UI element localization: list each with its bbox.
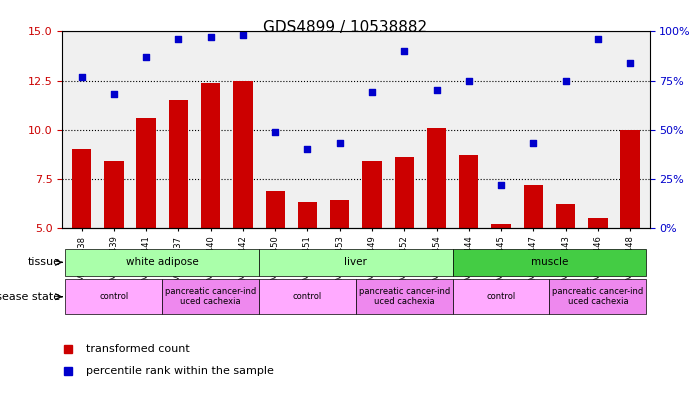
Bar — [201, 83, 220, 228]
Text: percentile rank within the sample: percentile rank within the sample — [86, 366, 274, 376]
Point — [76, 73, 87, 80]
Bar — [621, 130, 640, 228]
Point — [173, 36, 184, 42]
Point — [625, 60, 636, 66]
FancyBboxPatch shape — [356, 279, 453, 314]
Bar — [556, 204, 576, 228]
Text: control: control — [293, 292, 322, 301]
Text: pancreatic cancer-ind
uced cachexia: pancreatic cancer-ind uced cachexia — [359, 287, 450, 307]
Point — [205, 34, 216, 40]
Point — [431, 87, 442, 94]
Bar — [330, 200, 350, 228]
Point — [495, 182, 507, 188]
FancyBboxPatch shape — [162, 279, 259, 314]
Bar — [298, 202, 317, 228]
Text: disease state: disease state — [0, 292, 61, 302]
FancyBboxPatch shape — [66, 249, 259, 275]
Text: white adipose: white adipose — [126, 257, 198, 267]
Point — [238, 32, 249, 39]
FancyBboxPatch shape — [259, 249, 453, 275]
Point — [140, 54, 151, 60]
Point — [108, 91, 120, 97]
Bar — [395, 157, 414, 228]
FancyBboxPatch shape — [453, 249, 646, 275]
Text: liver: liver — [344, 257, 368, 267]
Point — [334, 140, 346, 147]
Point — [366, 89, 377, 95]
Point — [592, 36, 603, 42]
FancyBboxPatch shape — [549, 279, 646, 314]
Bar — [427, 128, 446, 228]
Bar — [104, 161, 124, 228]
Point — [399, 48, 410, 54]
Text: tissue: tissue — [28, 257, 61, 267]
Bar — [524, 185, 543, 228]
Point — [269, 129, 281, 135]
Bar — [136, 118, 155, 228]
Bar — [72, 149, 91, 228]
Bar — [459, 155, 478, 228]
Text: transformed count: transformed count — [86, 344, 189, 354]
Bar — [265, 191, 285, 228]
Bar — [362, 161, 381, 228]
Text: GDS4899 / 10538882: GDS4899 / 10538882 — [263, 20, 428, 35]
Point — [560, 77, 571, 84]
Bar — [169, 100, 188, 228]
Bar — [588, 218, 607, 228]
Point — [528, 140, 539, 147]
Text: muscle: muscle — [531, 257, 568, 267]
FancyBboxPatch shape — [259, 279, 356, 314]
Point — [463, 77, 474, 84]
Text: pancreatic cancer-ind
uced cachexia: pancreatic cancer-ind uced cachexia — [552, 287, 643, 307]
Bar — [234, 81, 253, 228]
FancyBboxPatch shape — [66, 279, 162, 314]
Text: pancreatic cancer-ind
uced cachexia: pancreatic cancer-ind uced cachexia — [165, 287, 256, 307]
Point — [302, 146, 313, 152]
FancyBboxPatch shape — [453, 279, 549, 314]
Text: control: control — [486, 292, 515, 301]
Text: control: control — [100, 292, 129, 301]
Bar — [491, 224, 511, 228]
